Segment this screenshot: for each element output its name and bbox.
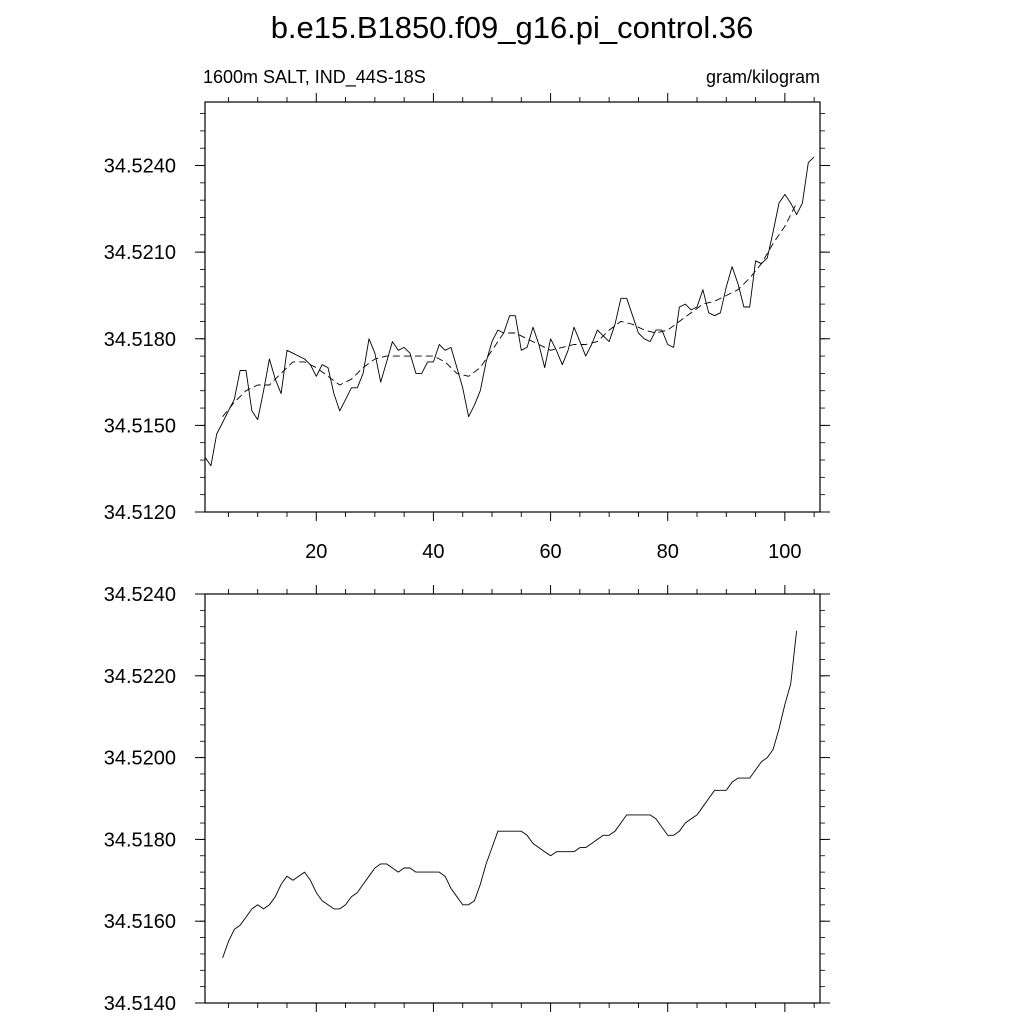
top-left-label: 1600m SALT, IND_44S-18S <box>203 67 426 88</box>
bottom-y-tick-label: 34.5220 <box>104 666 176 688</box>
bottom-y-tick-label: 34.5140 <box>104 993 176 1015</box>
top-y-tick-label: 34.5240 <box>104 156 176 178</box>
top-y-tick-label: 34.5210 <box>104 242 176 264</box>
top-x-tick-label: 40 <box>422 541 444 563</box>
bottom-y-tick-label: 34.5200 <box>104 748 176 770</box>
top-panel: 1600m SALT, IND_44S-18S gram/kilogram 20… <box>104 67 830 563</box>
top-right-label: gram/kilogram <box>706 67 820 87</box>
top-x-tick-label: 20 <box>305 541 327 563</box>
top-x-tick-label: 80 <box>657 541 679 563</box>
top-y-tick-label: 34.5150 <box>104 415 176 437</box>
top-x-tick-label: 100 <box>768 541 801 563</box>
bottom-panel: 34.5140 34.5160 34.5180 34.5200 34.5220 34.52… <box>104 584 830 1015</box>
bottom-y-tick-label: 34.5180 <box>104 829 176 851</box>
bottom-y-tick-label: 34.5240 <box>104 584 176 606</box>
top-y-tick-label: 34.5120 <box>104 502 176 524</box>
top-series-line <box>204 156 815 467</box>
bottom-y-tick-label: 34.5160 <box>104 911 176 933</box>
bottom-series-line <box>222 630 798 959</box>
top-plot-frame <box>204 101 821 513</box>
top-series-smoothed-line <box>222 202 798 417</box>
chart-title: b.e15.B1850.f09_g16.pi_control.36 <box>271 10 754 45</box>
top-y-tick-label: 34.5180 <box>104 329 176 351</box>
top-x-tick-label: 60 <box>539 541 561 563</box>
bottom-plot-frame <box>204 593 821 1004</box>
